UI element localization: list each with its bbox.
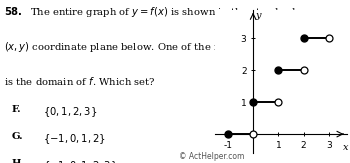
Text: G.: G. xyxy=(12,132,24,141)
Text: x: x xyxy=(343,143,348,152)
Text: H.: H. xyxy=(12,159,25,163)
Text: $(x,y)$ coordinate plane below. One of the following sets: $(x,y)$ coordinate plane below. One of t… xyxy=(4,40,284,54)
Text: $\{-1, 0, 1, 2, 3\}$: $\{-1, 0, 1, 2, 3\}$ xyxy=(43,159,117,163)
Text: $\mathbf{58.}$  The entire graph of $y = f(x)$ is shown in the standard: $\mathbf{58.}$ The entire graph of $y = … xyxy=(4,5,296,19)
Text: © ActHelper.com: © ActHelper.com xyxy=(178,152,244,161)
Text: y: y xyxy=(256,11,261,20)
Text: $\{0, 1, 2, 3\}$: $\{0, 1, 2, 3\}$ xyxy=(43,105,97,119)
Text: is the domain of $f$. Which set?: is the domain of $f$. Which set? xyxy=(4,75,155,87)
Text: F.: F. xyxy=(12,105,22,114)
Text: $\{-1, 0, 1, 2\}$: $\{-1, 0, 1, 2\}$ xyxy=(43,132,106,146)
